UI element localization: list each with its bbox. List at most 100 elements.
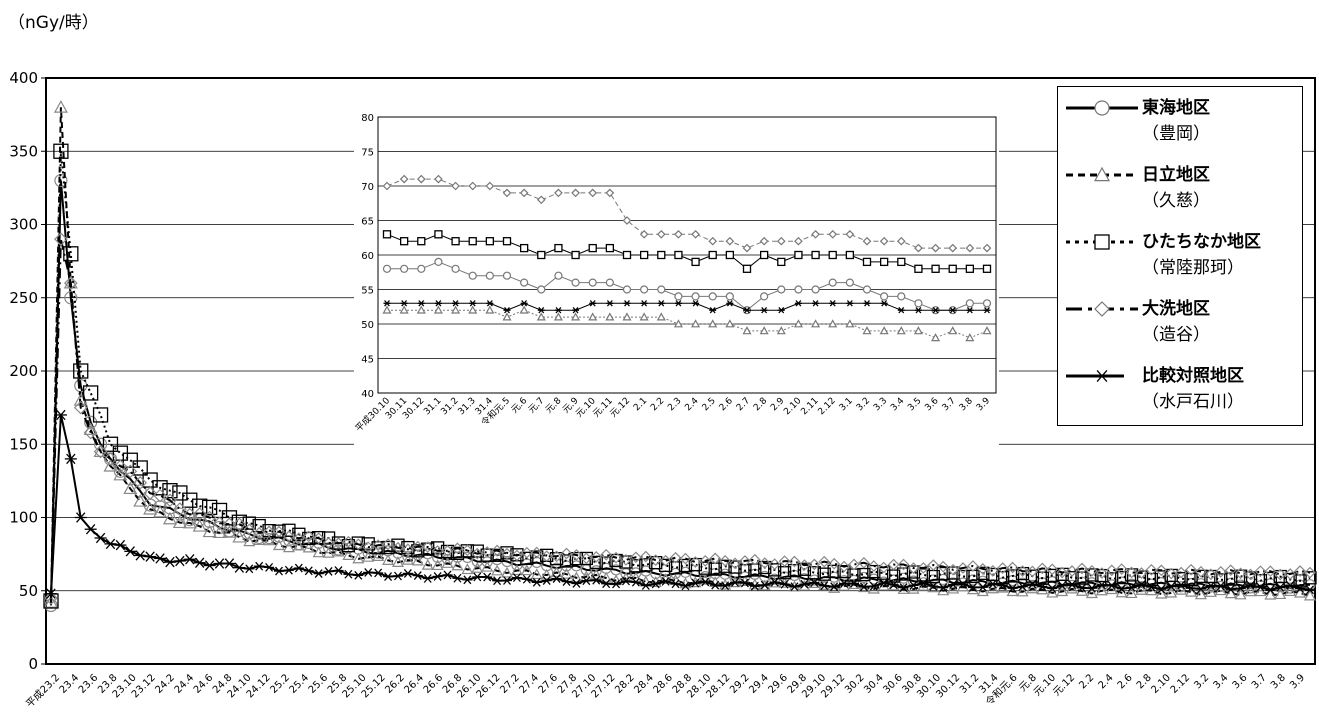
triangle-marker xyxy=(253,534,266,546)
asterisk-marker xyxy=(730,578,741,587)
diamond-marker xyxy=(798,559,811,571)
asterisk-marker xyxy=(223,558,236,569)
diamond-marker xyxy=(1086,565,1098,577)
asterisk-marker xyxy=(938,583,949,593)
triangle-marker xyxy=(1284,585,1297,597)
inset-x-tick-label: 元.7 xyxy=(527,396,547,416)
diamond-marker xyxy=(639,550,652,563)
triangle-marker xyxy=(1095,584,1108,596)
triangle-marker xyxy=(471,562,484,573)
triangle-marker xyxy=(192,519,207,532)
legend-symbol-circle-icon xyxy=(1066,100,1138,116)
x-tick-label: 27.2 xyxy=(498,672,522,696)
asterisk-marker xyxy=(1116,584,1127,594)
asterisk-marker xyxy=(551,574,562,584)
diamond-marker xyxy=(485,181,495,191)
asterisk-marker xyxy=(819,581,830,591)
diamond-marker xyxy=(580,552,593,565)
asterisk-marker xyxy=(1166,582,1177,591)
triangle-marker xyxy=(691,319,701,328)
diamond-marker xyxy=(342,535,355,548)
asterisk-marker xyxy=(829,582,840,592)
asterisk-marker xyxy=(1176,580,1187,590)
y-tick-label: 200 xyxy=(9,362,38,380)
diamond-marker xyxy=(776,236,786,246)
square-marker xyxy=(1075,571,1089,585)
square-marker xyxy=(691,257,700,267)
square-marker xyxy=(1015,566,1030,581)
asterisk-marker xyxy=(54,409,67,421)
asterisk-marker xyxy=(760,306,768,314)
triangle-marker xyxy=(966,583,979,595)
asterisk-marker xyxy=(521,574,532,584)
inset-x-tick-label: 3.6 xyxy=(923,396,940,413)
diamond-marker xyxy=(879,236,889,246)
diamond-marker xyxy=(571,188,580,198)
circle-marker xyxy=(173,507,187,521)
triangle-marker xyxy=(272,539,286,551)
diamond-marker xyxy=(431,545,444,557)
square-marker xyxy=(738,564,752,578)
x-tick-label: 24.2 xyxy=(154,672,178,696)
diamond-marker xyxy=(917,562,930,574)
square-marker xyxy=(399,237,409,246)
square-marker xyxy=(537,250,546,260)
y-tick-label: 350 xyxy=(9,142,38,160)
triangle-marker xyxy=(1303,589,1317,601)
triangle-marker xyxy=(600,571,613,583)
inset-x-tick-label: 31.1 xyxy=(422,396,443,417)
diamond-marker xyxy=(382,181,392,191)
triangle-marker xyxy=(828,319,838,328)
inset-chart-panel: 40 45 50 55 60 65 70 75 80 平成30.10 30.11 30.12 31.1 3… xyxy=(354,105,999,455)
asterisk-marker xyxy=(967,582,978,592)
asterisk-marker xyxy=(1095,369,1109,383)
triangle-marker xyxy=(759,326,769,335)
inset-y-tick-label: 60 xyxy=(361,251,374,262)
square-marker xyxy=(649,555,663,570)
asterisk-marker xyxy=(858,582,869,592)
circle-marker xyxy=(622,285,632,294)
square-marker xyxy=(674,250,683,260)
inset-x-tick-label: 2.1 xyxy=(632,396,649,413)
triangle-marker xyxy=(1294,586,1307,598)
asterisk-marker xyxy=(898,583,909,592)
square-marker xyxy=(468,237,477,246)
diamond-marker xyxy=(659,554,672,567)
diamond-marker xyxy=(967,560,979,572)
asterisk-marker xyxy=(846,300,854,307)
asterisk-marker xyxy=(839,579,850,588)
asterisk-marker xyxy=(1057,581,1068,591)
square-marker xyxy=(777,257,786,267)
triangle-marker xyxy=(1046,586,1059,598)
diamond-marker xyxy=(996,562,1009,574)
asterisk-marker xyxy=(1067,580,1078,590)
x-tick-label: 26.6 xyxy=(422,672,446,696)
inset-x-tick-label: 2.7 xyxy=(735,396,752,413)
diamond-marker xyxy=(1175,566,1187,579)
diamond-marker xyxy=(1094,301,1110,317)
triangle-marker xyxy=(421,558,434,570)
circle-marker xyxy=(679,566,692,578)
diamond-marker xyxy=(982,243,992,253)
square-marker xyxy=(1134,570,1149,584)
diamond-marker xyxy=(588,188,598,198)
asterisk-marker xyxy=(640,581,651,590)
square-marker xyxy=(520,551,534,565)
legend-sublabel: （久慈） xyxy=(1142,191,1210,211)
square-marker xyxy=(162,483,178,499)
series-5 xyxy=(45,409,1315,599)
triangle-marker xyxy=(411,554,424,566)
asterisk-marker xyxy=(244,564,255,574)
asterisk-marker xyxy=(422,574,433,583)
triangle-marker xyxy=(372,550,385,562)
triangle-marker xyxy=(332,545,345,557)
triangle-marker xyxy=(1214,584,1227,596)
diamond-marker xyxy=(691,229,700,239)
triangle-marker xyxy=(103,458,118,472)
triangle-marker xyxy=(143,501,158,515)
inset-series-5 xyxy=(383,300,991,314)
asterisk-marker xyxy=(469,300,477,307)
diamond-marker xyxy=(1066,565,1078,577)
square-marker xyxy=(381,540,395,555)
